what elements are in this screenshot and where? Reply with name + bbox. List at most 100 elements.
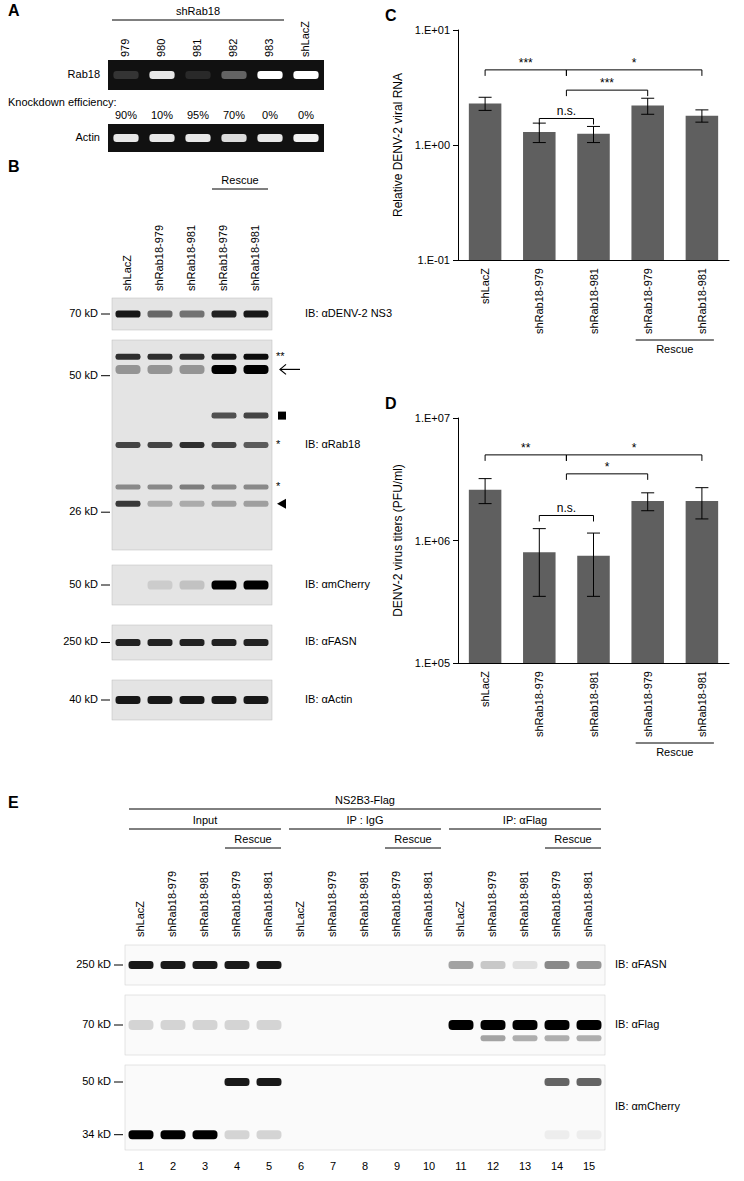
- svg-text:shLacZ: shLacZ: [479, 268, 491, 304]
- svg-text:shLacZ: shLacZ: [479, 671, 491, 707]
- svg-text:shRab18: shRab18: [176, 5, 220, 17]
- svg-text:shRab18-979: shRab18-979: [642, 268, 654, 334]
- svg-text:C: C: [385, 7, 397, 24]
- svg-text:95%: 95%: [187, 109, 209, 121]
- svg-text:14: 14: [551, 1160, 563, 1172]
- svg-text:*: *: [632, 441, 637, 455]
- svg-text:Rescue: Rescue: [221, 174, 258, 186]
- svg-text:10: 10: [423, 1160, 435, 1172]
- svg-text:shRab18-979: shRab18-979: [326, 871, 338, 937]
- svg-text:shRab18-981: shRab18-981: [588, 671, 600, 737]
- svg-text:shRab18-979: shRab18-979: [642, 671, 654, 737]
- svg-text:shLacZ: shLacZ: [134, 901, 146, 937]
- svg-text:Actin: Actin: [76, 131, 100, 143]
- svg-text:IB: αFlag: IB: αFlag: [615, 1018, 659, 1030]
- svg-text:D: D: [385, 395, 397, 412]
- svg-text:5: 5: [266, 1160, 272, 1172]
- svg-text:Knockdown efficiency:: Knockdown efficiency:: [8, 96, 117, 108]
- svg-text:***: ***: [600, 76, 614, 90]
- svg-text:NS2B3-Flag: NS2B3-Flag: [335, 794, 395, 806]
- svg-text:12: 12: [487, 1160, 499, 1172]
- svg-text:IB: αmCherry: IB: αmCherry: [615, 1100, 681, 1112]
- svg-text:shRab18-981: shRab18-981: [185, 225, 197, 291]
- svg-text:shRab18-981: shRab18-981: [588, 268, 600, 334]
- svg-text:shRab18-979: shRab18-979: [153, 225, 165, 291]
- svg-text:shLacZ: shLacZ: [454, 901, 466, 937]
- svg-text:70 kD: 70 kD: [82, 1018, 111, 1030]
- svg-text:50 kD: 50 kD: [82, 1075, 111, 1087]
- svg-text:IB: αmCherry: IB: αmCherry: [305, 578, 371, 590]
- svg-text:Input: Input: [193, 814, 217, 826]
- svg-text:shRab18-981: shRab18-981: [696, 268, 708, 334]
- svg-text:0%: 0%: [262, 109, 278, 121]
- svg-text:11: 11: [455, 1160, 466, 1172]
- svg-text:70%: 70%: [223, 109, 245, 121]
- svg-text:1: 1: [138, 1160, 144, 1172]
- svg-text:E: E: [8, 794, 19, 811]
- svg-text:shRab18-979: shRab18-979: [390, 871, 402, 937]
- svg-text:IB: αDENV-2 NS3: IB: αDENV-2 NS3: [305, 307, 392, 319]
- svg-text:983: 983: [263, 39, 275, 57]
- svg-text:shRab18-981: shRab18-981: [249, 225, 261, 291]
- svg-text:IP : IgG: IP : IgG: [346, 814, 383, 826]
- svg-text:50 kD: 50 kD: [69, 369, 98, 381]
- svg-text:*: *: [276, 480, 281, 492]
- svg-text:981: 981: [191, 39, 203, 57]
- svg-text:34 kD: 34 kD: [82, 1128, 111, 1140]
- svg-text:shRab18-979: shRab18-979: [217, 225, 229, 291]
- svg-text:IB: αFASN: IB: αFASN: [305, 635, 357, 647]
- svg-text:IB: αActin: IB: αActin: [305, 693, 352, 705]
- svg-text:4: 4: [234, 1160, 240, 1172]
- svg-text:shRab18-979: shRab18-979: [230, 871, 242, 937]
- svg-text:50 kD: 50 kD: [69, 578, 98, 590]
- svg-text:n.s.: n.s.: [557, 501, 576, 515]
- svg-text:shRab18-981: shRab18-981: [198, 871, 210, 937]
- svg-text:Rescue: Rescue: [234, 833, 271, 845]
- svg-text:2: 2: [170, 1160, 176, 1172]
- svg-text:shRab18-981: shRab18-981: [422, 871, 434, 937]
- svg-text:10%: 10%: [151, 109, 173, 121]
- svg-text:shLacZ: shLacZ: [121, 255, 133, 291]
- svg-text:70 kD: 70 kD: [69, 307, 98, 319]
- svg-text:1.E+00: 1.E+00: [415, 139, 450, 151]
- svg-text:8: 8: [362, 1160, 368, 1172]
- svg-text:n.s.: n.s.: [557, 104, 576, 118]
- svg-text:shRab18-981: shRab18-981: [358, 871, 370, 937]
- svg-text:*: *: [605, 460, 610, 474]
- svg-text:shRab18-981: shRab18-981: [696, 671, 708, 737]
- svg-text:6: 6: [298, 1160, 304, 1172]
- svg-text:250 kD: 250 kD: [63, 635, 98, 647]
- svg-text:IB: αRab18: IB: αRab18: [305, 438, 360, 450]
- svg-text:shRab18-979: shRab18-979: [533, 671, 545, 737]
- svg-text:Rab18: Rab18: [68, 68, 100, 80]
- svg-text:shRab18-981: shRab18-981: [262, 871, 274, 937]
- svg-text:B: B: [8, 158, 20, 175]
- svg-text:*: *: [276, 438, 281, 450]
- svg-text:Rescue: Rescue: [394, 833, 431, 845]
- svg-text:250 kD: 250 kD: [76, 958, 111, 970]
- svg-text:shRab18-979: shRab18-979: [533, 268, 545, 334]
- svg-text:shRab18-979: shRab18-979: [486, 871, 498, 937]
- svg-text:90%: 90%: [115, 109, 137, 121]
- svg-text:7: 7: [330, 1160, 336, 1172]
- svg-text:13: 13: [519, 1160, 531, 1172]
- svg-text:**: **: [276, 350, 285, 362]
- svg-text:shRab18-979: shRab18-979: [550, 871, 562, 937]
- svg-text:DENV-2 virus titers (PFU/ml): DENV-2 virus titers (PFU/ml): [391, 464, 405, 617]
- svg-text:***: ***: [519, 56, 533, 70]
- svg-text:**: **: [521, 441, 531, 455]
- svg-text:IB: αFASN: IB: αFASN: [615, 958, 667, 970]
- svg-text:980: 980: [155, 39, 167, 57]
- svg-text:shRab18-981: shRab18-981: [518, 871, 530, 937]
- svg-text:IP: αFlag: IP: αFlag: [503, 814, 547, 826]
- svg-text:9: 9: [394, 1160, 400, 1172]
- svg-text:Relative DENV-2 viral RNA: Relative DENV-2 viral RNA: [391, 73, 405, 217]
- svg-text:982: 982: [227, 39, 239, 57]
- svg-text:40 kD: 40 kD: [69, 693, 98, 705]
- svg-text:1.E+07: 1.E+07: [415, 412, 450, 424]
- svg-text:A: A: [8, 2, 20, 19]
- svg-text:*: *: [632, 56, 637, 70]
- svg-text:1.E-01: 1.E-01: [418, 254, 450, 266]
- svg-text:26 kD: 26 kD: [69, 505, 98, 517]
- svg-text:Rescue: Rescue: [656, 746, 693, 758]
